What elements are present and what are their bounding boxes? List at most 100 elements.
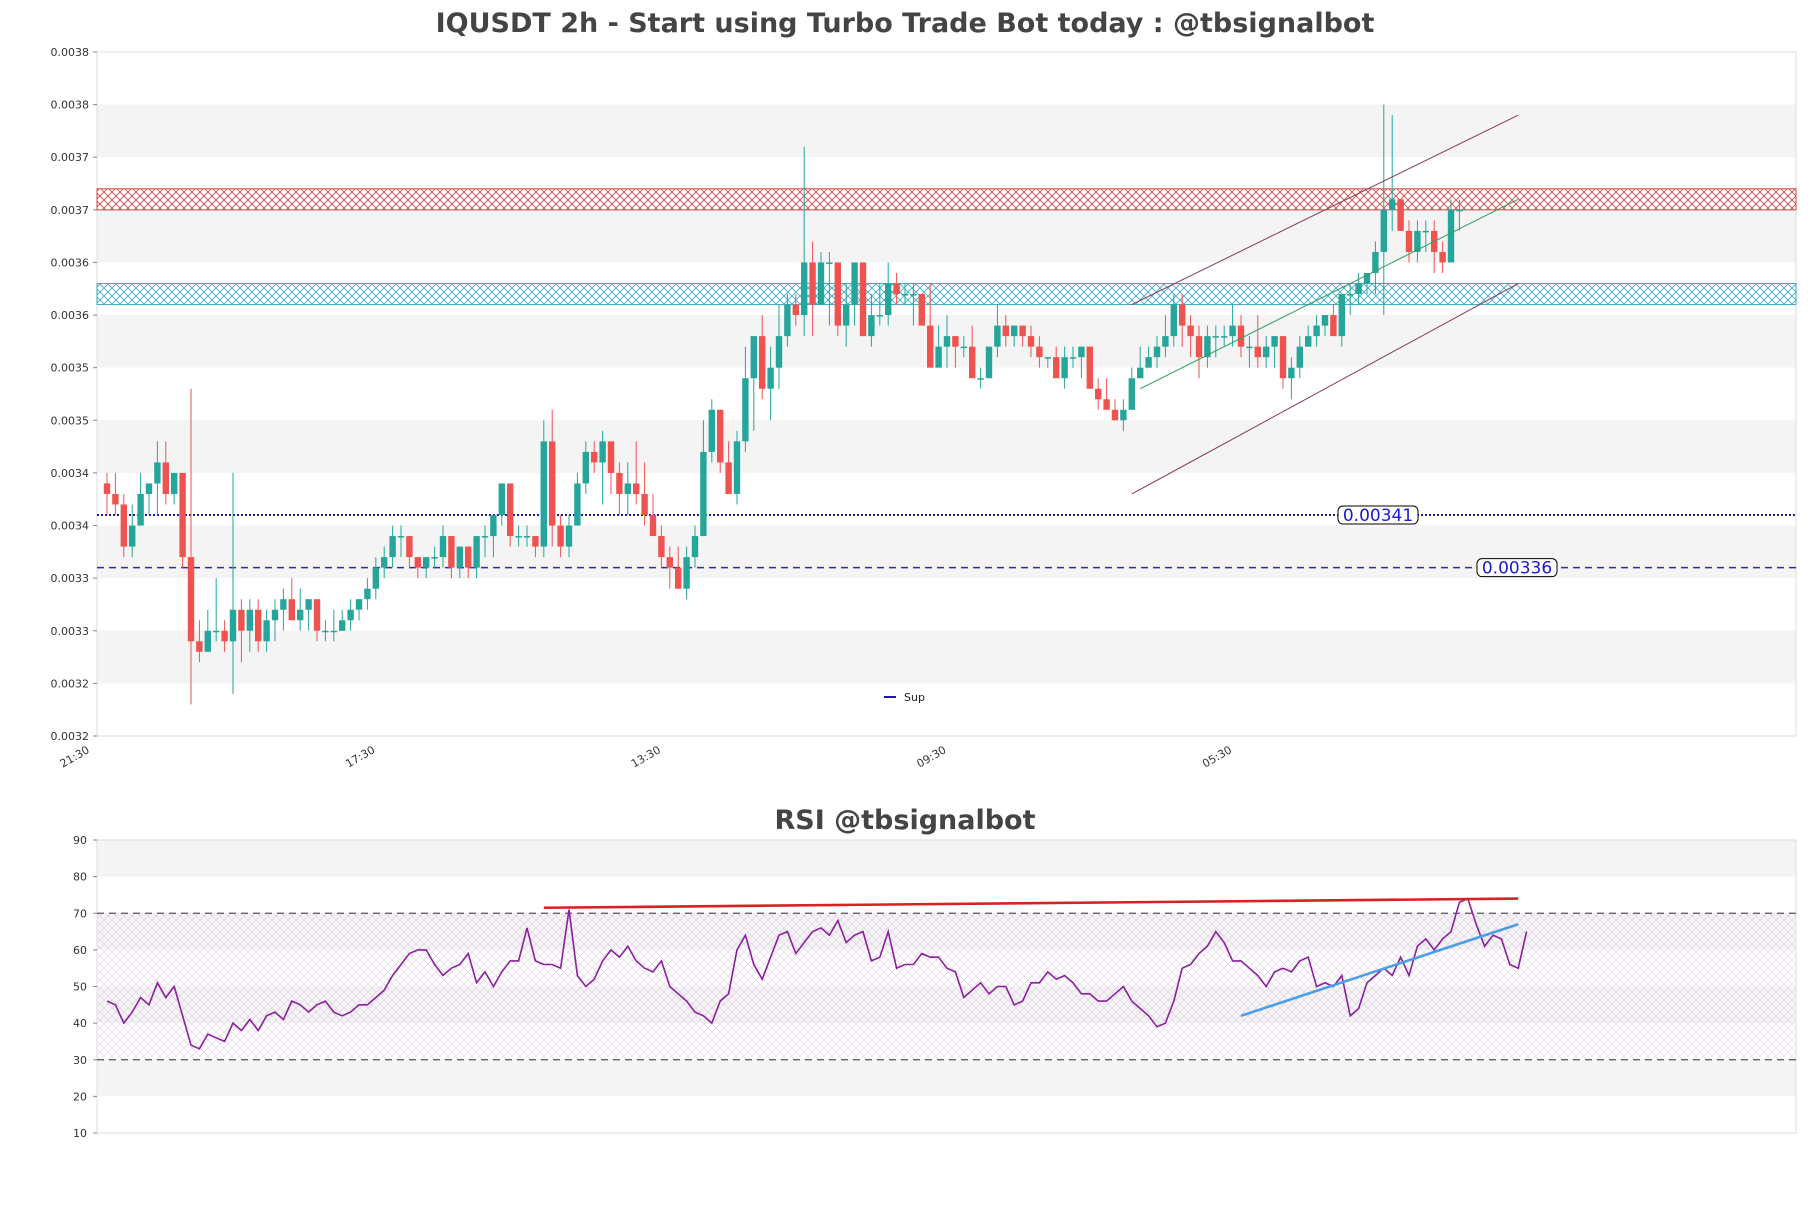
candle-body xyxy=(733,441,741,494)
candle-body xyxy=(473,536,480,568)
candle-body xyxy=(1137,367,1144,379)
candle-body xyxy=(927,325,934,368)
candle-body xyxy=(1380,209,1387,252)
price-y-tick-label: 0.0038 xyxy=(51,99,90,112)
price-y-tick-label: 0.0036 xyxy=(51,256,90,269)
candle-body xyxy=(280,599,287,610)
candle-body xyxy=(397,536,405,538)
candle-body xyxy=(1145,357,1152,368)
candle-body xyxy=(725,462,732,494)
candle-body xyxy=(675,567,682,589)
candle-body xyxy=(666,557,673,568)
rsi-y-tick-label: 90 xyxy=(73,834,87,847)
price-y-tick-label: 0.0033 xyxy=(51,572,90,585)
rsi-y-tick-label: 20 xyxy=(73,1090,87,1103)
candle-body xyxy=(1447,209,1455,263)
candle-body xyxy=(775,336,783,368)
candle-body xyxy=(288,599,295,621)
candle-body xyxy=(801,262,808,316)
price-y-tick-label: 0.0037 xyxy=(51,151,90,164)
price-x-tick-label: 21:30 xyxy=(58,743,92,770)
candle-body xyxy=(649,515,657,537)
candle-body xyxy=(196,641,203,652)
candle-body xyxy=(364,588,371,600)
candle-body xyxy=(616,472,623,494)
candle-body xyxy=(994,325,1001,347)
candle-body xyxy=(910,294,917,296)
candle-body xyxy=(1044,357,1051,359)
support-level-label: 0.00336 xyxy=(1482,559,1552,579)
candle-body xyxy=(868,315,875,337)
candle-body xyxy=(1027,336,1035,347)
candle-body xyxy=(834,262,841,326)
candle-body xyxy=(1372,251,1379,273)
candle-body xyxy=(1422,230,1429,233)
candle-body xyxy=(507,483,514,537)
candle-body xyxy=(112,493,119,505)
candle-body xyxy=(750,336,757,379)
candle-body xyxy=(255,609,262,642)
candle-body xyxy=(1263,346,1270,358)
candle-body xyxy=(1179,304,1186,326)
candle-body xyxy=(893,283,900,295)
candle-body xyxy=(238,609,245,631)
price-trendline xyxy=(1139,198,1519,390)
candle-body xyxy=(784,304,791,337)
candle-body xyxy=(742,378,749,442)
candle-body xyxy=(851,262,858,305)
candle-body xyxy=(221,630,228,642)
candle-body xyxy=(523,536,531,538)
rsi-y-tick-label: 40 xyxy=(73,1017,87,1030)
price-grid-band xyxy=(97,578,1796,631)
candle-body xyxy=(599,441,606,463)
candle-body xyxy=(1120,409,1127,421)
legend-label-sup: Sup xyxy=(904,691,925,704)
candle-body xyxy=(1195,336,1203,358)
candle-body xyxy=(431,557,438,559)
candle-body xyxy=(717,409,724,463)
candle-body xyxy=(1439,251,1446,263)
rsi-line xyxy=(106,897,1528,1050)
candle-body xyxy=(1170,304,1177,337)
candle-body xyxy=(683,557,690,589)
candle-body xyxy=(1347,294,1354,296)
candle-body xyxy=(179,472,186,558)
rsi-y-tick-label: 10 xyxy=(73,1127,87,1140)
candle-body xyxy=(759,336,766,389)
price-y-tick-label: 0.0032 xyxy=(51,677,90,690)
candle-body xyxy=(1002,325,1009,337)
candle-body xyxy=(120,504,127,547)
candle-body xyxy=(607,441,615,473)
candle-body xyxy=(641,493,648,516)
candle-body xyxy=(1355,283,1362,295)
candle-body xyxy=(490,515,497,537)
rsi-trendline xyxy=(543,897,1519,910)
candle-body xyxy=(767,367,774,389)
candle-body xyxy=(1405,230,1413,252)
candle-body xyxy=(1414,230,1421,252)
candle-body xyxy=(1296,346,1303,368)
candle-body xyxy=(1019,325,1026,337)
candle-body xyxy=(229,609,237,642)
candle-body xyxy=(465,546,472,568)
candle-body xyxy=(633,483,640,494)
price-chart: 0.0038 0.0038 0.0037 0.0037 0.0036 0.0036 0.00… xyxy=(51,46,1797,770)
candle-body xyxy=(1246,346,1253,349)
rsi-y-tick-label: 30 xyxy=(73,1054,87,1067)
support-level-label: 0.00341 xyxy=(1343,506,1413,526)
price-y-tick-label: 0.0037 xyxy=(51,204,90,217)
candle-body xyxy=(137,493,144,526)
candle-body xyxy=(1095,388,1102,400)
candle-body xyxy=(1338,294,1345,337)
candle-body xyxy=(792,304,799,316)
candle-body xyxy=(1053,357,1060,379)
candle-body xyxy=(1153,346,1161,358)
candle-body xyxy=(549,441,556,526)
support-level-box xyxy=(1476,558,1558,578)
candle-body xyxy=(406,536,413,558)
candle-body xyxy=(1313,325,1320,337)
candle-body xyxy=(658,536,665,558)
candle-body xyxy=(204,630,211,652)
candle-body xyxy=(187,557,195,642)
